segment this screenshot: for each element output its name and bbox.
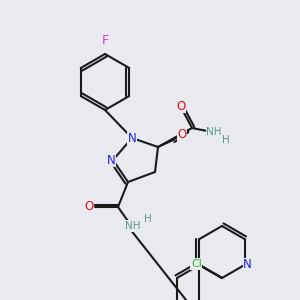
Text: NH: NH [206,127,222,137]
Text: O: O [176,100,186,112]
Text: N: N [243,259,252,272]
Text: H: H [144,214,152,224]
Text: O: O [177,128,187,140]
Text: N: N [106,154,116,166]
Text: NH: NH [125,221,141,231]
Text: F: F [101,34,109,47]
Text: H: H [222,135,230,145]
Text: N: N [128,131,136,145]
Text: O: O [84,200,94,214]
Text: Cl: Cl [191,259,202,269]
